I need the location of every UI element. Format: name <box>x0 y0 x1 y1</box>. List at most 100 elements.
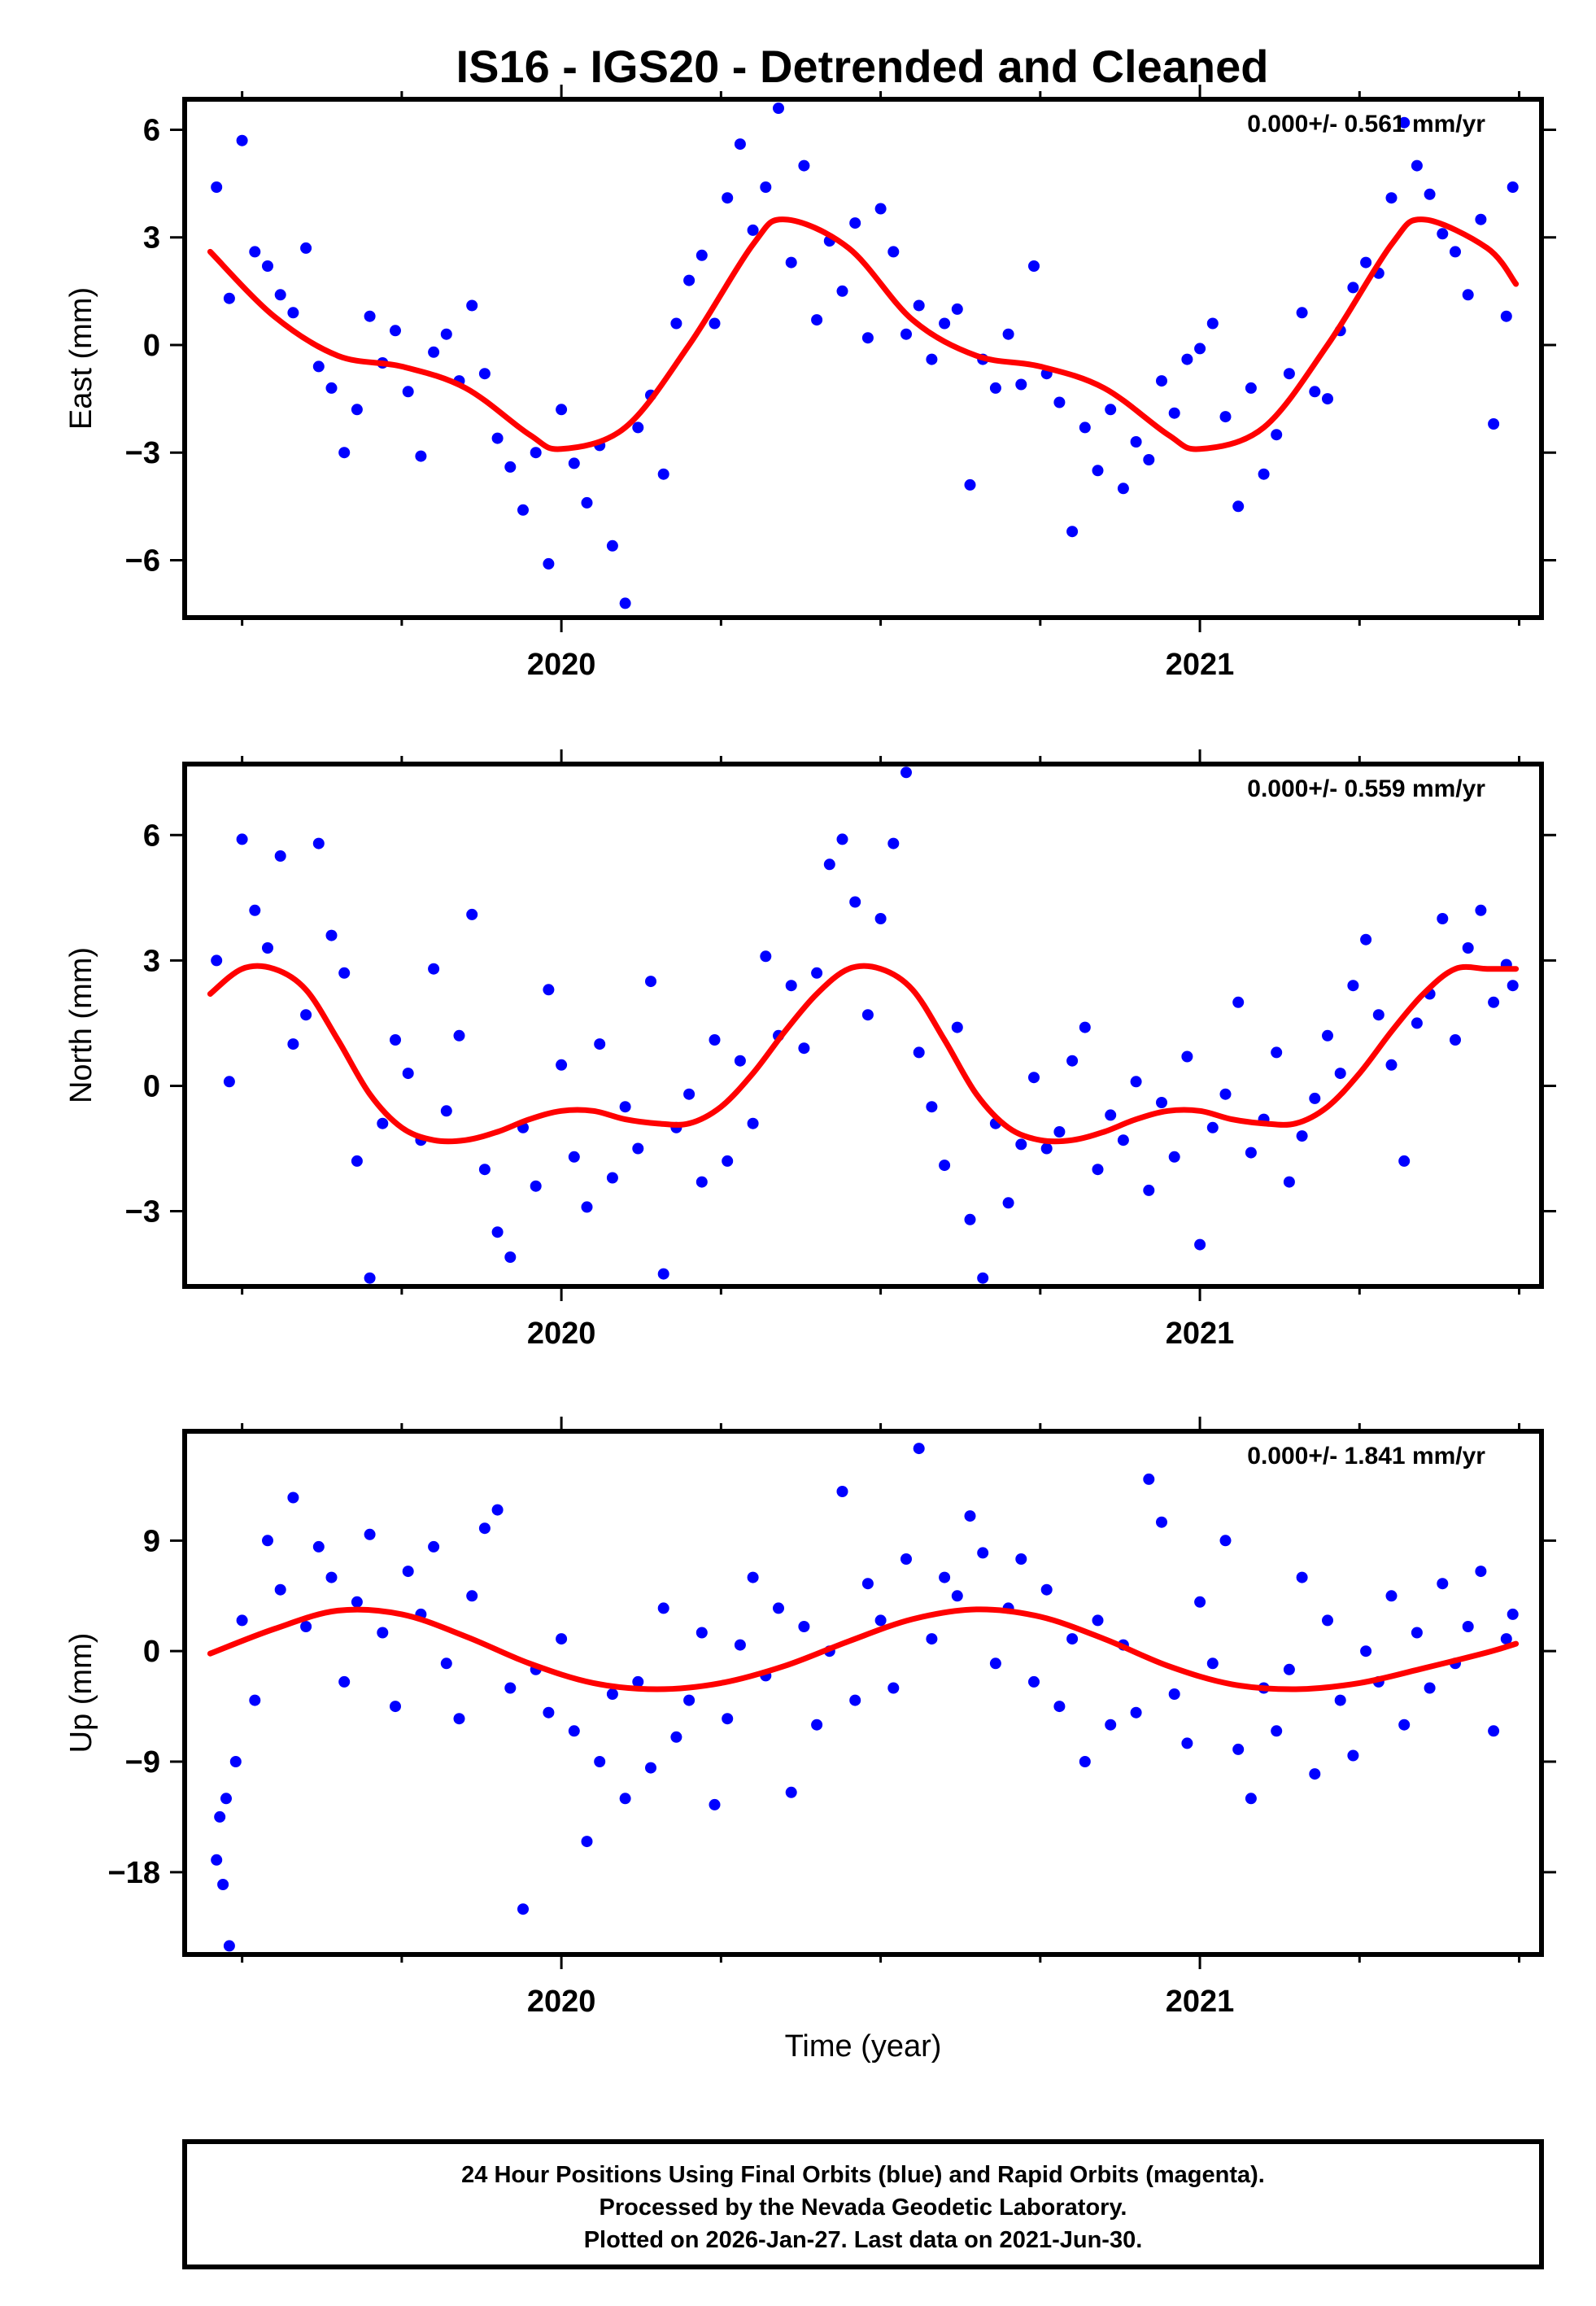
east-data-point <box>606 539 618 552</box>
north-data-point <box>619 1101 631 1113</box>
east-data-point <box>836 285 848 297</box>
caption-box: 24 Hour Positions Using Final Orbits (bl… <box>182 2139 1544 2269</box>
up-data-point <box>1105 1719 1117 1731</box>
east-data-point <box>351 404 363 416</box>
east-data-point <box>1500 310 1512 322</box>
north-data-point <box>504 1251 517 1263</box>
up-data-point <box>1360 1645 1372 1657</box>
east-data-point <box>402 386 414 398</box>
north-data-point <box>1194 1238 1206 1251</box>
north-data-point <box>262 942 273 954</box>
up-data-point <box>402 1566 414 1578</box>
up-data-point <box>734 1639 746 1651</box>
north-data-point <box>274 850 286 862</box>
east-data-point <box>223 292 235 304</box>
up-data-point <box>606 1688 618 1700</box>
north-data-point <box>1411 1017 1423 1029</box>
north-data-point <box>1245 1146 1257 1159</box>
east-data-point <box>1156 375 1167 387</box>
up-data-point <box>338 1675 351 1688</box>
east-data-point <box>338 447 351 459</box>
east-data-point <box>1245 382 1257 394</box>
up-data-point <box>1092 1614 1104 1627</box>
north-data-point <box>1462 942 1474 954</box>
up-data-point <box>1283 1663 1295 1675</box>
north-data-point <box>377 1117 389 1129</box>
east-data-point <box>312 360 325 373</box>
up-data-point <box>861 1578 874 1590</box>
north-data-point <box>1475 904 1487 916</box>
east-data-point <box>581 496 593 509</box>
up-data-point <box>887 1682 900 1694</box>
north-data-point <box>1181 1050 1193 1063</box>
north-data-point <box>1507 980 1519 992</box>
up-data-point <box>1507 1608 1519 1620</box>
y-tick-label: 0 <box>143 1635 160 1669</box>
north-plot-frame <box>182 762 1544 1289</box>
north-data-point <box>428 963 440 975</box>
east-data-point <box>325 382 338 394</box>
up-data-point <box>1232 1743 1245 1755</box>
y-tick-label: 0 <box>143 329 160 363</box>
up-data-point <box>581 1836 593 1848</box>
east-data-point <box>913 299 925 312</box>
north-data-point <box>823 858 835 871</box>
north-data-point <box>1156 1097 1167 1108</box>
north-data-point <box>338 967 351 979</box>
up-data-point <box>683 1694 696 1706</box>
north-data-point <box>1028 1072 1040 1084</box>
up-data-point <box>1296 1571 1308 1583</box>
east-plot-frame <box>182 97 1544 620</box>
north-data-point <box>645 976 656 988</box>
east-data-point <box>236 134 248 146</box>
y-tick-label: 9 <box>143 1524 160 1558</box>
up-data-point <box>249 1694 261 1706</box>
east-data-point <box>683 274 696 286</box>
east-data-point <box>1028 260 1040 272</box>
up-data-point <box>466 1590 478 1602</box>
east-data-point <box>798 159 810 172</box>
east-data-point <box>1283 368 1295 380</box>
panel-north: −3 0 3 6 0.000+/- 0.559 mm/yr North (mm) 20… <box>64 749 1556 1351</box>
north-x-tick-label-2020: 2020 <box>527 1317 596 1351</box>
north-data-point <box>709 1034 721 1046</box>
east-data-point <box>1271 429 1283 441</box>
north-data-point <box>1437 913 1449 924</box>
up-data-point <box>351 1596 363 1608</box>
up-data-point <box>657 1602 669 1614</box>
east-data-point <box>249 246 261 258</box>
east-data-point <box>874 203 887 215</box>
up-data-point <box>312 1540 325 1553</box>
up-data-point <box>1143 1473 1155 1485</box>
up-data-point <box>453 1713 465 1725</box>
up-x-tick-label-2021: 2021 <box>1166 1985 1235 2019</box>
up-data-point <box>1437 1578 1449 1590</box>
east-data-point <box>1322 393 1333 405</box>
up-data-point <box>1181 1737 1193 1749</box>
up-data-point <box>913 1443 925 1455</box>
north-data-point <box>211 954 223 967</box>
east-data-point <box>939 317 951 330</box>
east-data-point <box>1398 116 1411 129</box>
north-data-point <box>1105 1109 1117 1121</box>
north-data-point <box>364 1272 376 1284</box>
up-data-point <box>670 1731 682 1743</box>
up-data-point <box>1488 1725 1500 1737</box>
up-data-point <box>428 1540 440 1553</box>
east-data-point <box>530 447 542 459</box>
north-data-point <box>236 833 248 845</box>
up-data-point <box>236 1614 248 1627</box>
north-rate-label: 0.000+/- 0.559 mm/yr <box>1247 775 1485 802</box>
up-data-point <box>1040 1583 1053 1596</box>
up-data-point <box>1219 1535 1232 1547</box>
up-data-point <box>1156 1516 1167 1528</box>
east-data-point <box>428 346 440 358</box>
up-data-point <box>1206 1657 1219 1670</box>
east-data-point <box>1411 159 1423 172</box>
east-data-point <box>274 289 286 301</box>
east-data-point <box>1219 411 1232 423</box>
up-data-point <box>722 1713 734 1725</box>
caption-line-2: Processed by the Nevada Geodetic Laborat… <box>600 2195 1127 2221</box>
up-data-point <box>836 1486 848 1497</box>
